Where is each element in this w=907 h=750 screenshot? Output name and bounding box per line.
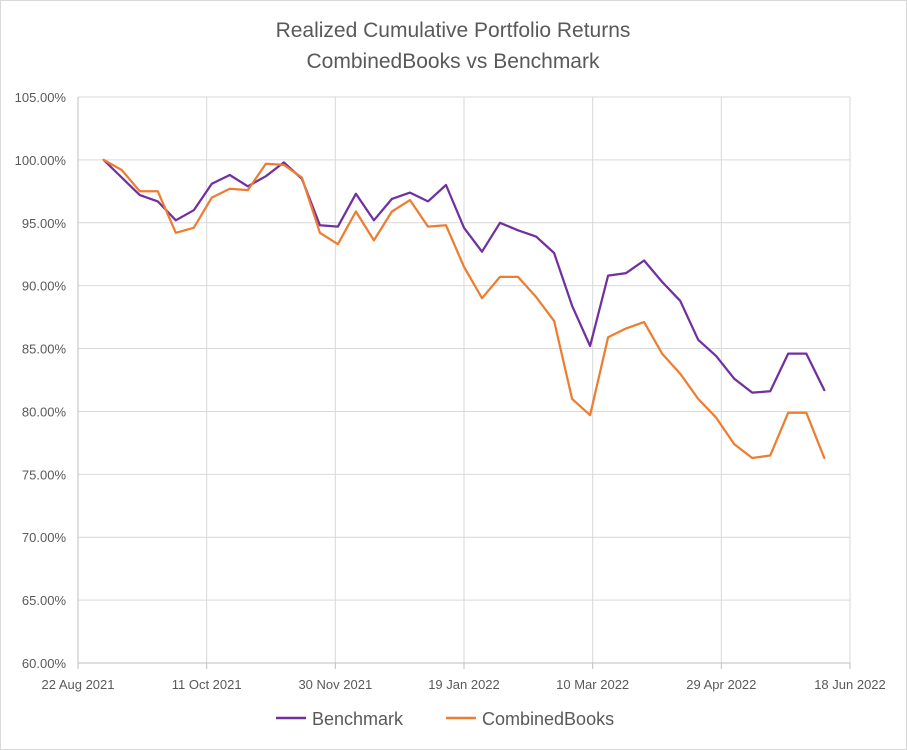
x-tick-label: 30 Nov 2021 (298, 677, 372, 692)
legend-label-benchmark: Benchmark (312, 709, 404, 729)
x-tick-label: 10 Mar 2022 (556, 677, 629, 692)
chart-subtitle: CombinedBooks vs Benchmark (307, 50, 600, 73)
y-tick-label: 105.00% (15, 90, 67, 105)
chart-title: Realized Cumulative Portfolio Returns (276, 19, 631, 42)
y-tick-label: 75.00% (22, 467, 67, 482)
y-tick-label: 60.00% (22, 656, 67, 671)
series-line-benchmark (102, 158, 826, 394)
y-tick-label: 70.00% (22, 530, 67, 545)
series-lines (102, 158, 826, 460)
legend-label-combinedbooks: CombinedBooks (482, 709, 614, 729)
y-tick-label: 80.00% (22, 404, 67, 419)
x-tick-label: 11 Oct 2021 (172, 677, 242, 692)
axes: 60.00% 65.00% 70.00% 75.00% 80.00% 85.00% 90.0… (15, 90, 886, 692)
x-tick-label: 22 Aug 2021 (41, 677, 114, 692)
legend: Benchmark CombinedBooks (276, 709, 614, 729)
y-tick-label: 65.00% (22, 593, 67, 608)
y-tick-label: 95.00% (22, 216, 67, 231)
y-tick-label: 85.00% (22, 342, 67, 357)
series-line-combinedbooks (102, 158, 826, 460)
y-tick-label: 100.00% (15, 153, 67, 168)
x-tick-label: 29 Apr 2022 (686, 677, 756, 692)
y-tick-label: 90.00% (22, 279, 67, 294)
x-tick-label: 19 Jan 2022 (428, 677, 500, 692)
x-tick-label: 18 Jun 2022 (814, 677, 886, 692)
